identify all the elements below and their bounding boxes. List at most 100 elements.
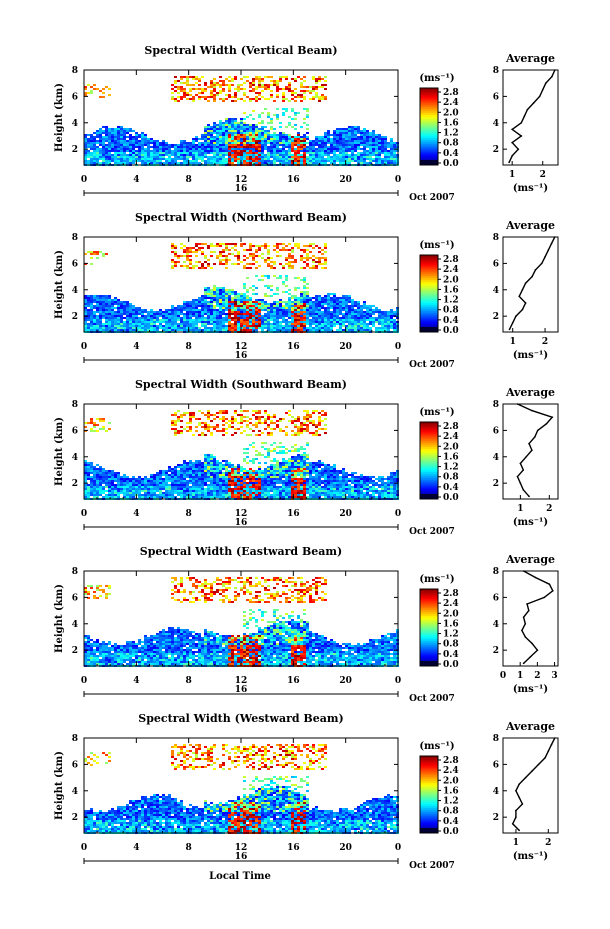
profile-x-label: (ms⁻¹): [513, 350, 548, 361]
colorbar-segment: [420, 155, 438, 158]
colorbar-segment: [420, 435, 438, 438]
colorbar-segment: [420, 759, 438, 763]
panel-row-3: Spectral Width (Southward Beam) 2 4 6 8 Heigh…: [54, 378, 559, 537]
heatmap-cells: [84, 577, 399, 667]
profile-point: [526, 108, 529, 111]
colorbar-segment: [420, 798, 438, 801]
heatmap-cells: [84, 744, 399, 834]
colorbar-segment: [420, 422, 438, 425]
colorbar-segment: [420, 823, 438, 826]
colorbar-segment: [420, 767, 438, 770]
profile-point: [520, 121, 523, 124]
colorbar-segment: [420, 111, 438, 114]
colorbar-segment: [420, 437, 438, 440]
colorbar-tick-label: 0.4: [443, 483, 459, 493]
y-tick-label: 2: [72, 479, 78, 489]
day-label: 16: [235, 852, 248, 862]
colorbar-tick-label: 2.0: [443, 442, 459, 452]
colorbar-tick-label: 2.8: [443, 422, 459, 432]
colorbar-segment: [420, 460, 438, 463]
colorbar-segment: [420, 487, 438, 490]
colorbar-segment: [420, 475, 438, 479]
colorbar-segment: [420, 425, 438, 429]
panels: Spectral Width (Vertical Beam) 2 4 6 8 Height…: [54, 44, 559, 871]
colorbar-segment: [420, 103, 438, 106]
colorbar-segment: [420, 619, 438, 623]
profile-point: [552, 589, 554, 592]
colorbar-segment: [420, 322, 438, 325]
colorbar-segment: [420, 761, 438, 765]
x-tick-label: 0: [395, 175, 401, 185]
colorbar-segment: [420, 295, 438, 298]
profile-point: [511, 141, 513, 144]
colorbar-tick-label: 2.0: [443, 108, 459, 118]
profile-point: [544, 255, 546, 258]
colorbar-segment: [420, 623, 438, 627]
colorbar-segment: [420, 483, 438, 487]
profile-point: [519, 462, 522, 465]
colorbar-segment: [420, 610, 438, 613]
profile-point: [532, 102, 535, 104]
profile-point: [521, 288, 524, 291]
colorbar-segment: [420, 592, 438, 596]
colorbar-segment: [420, 637, 438, 640]
y-tick-label: 2: [72, 646, 78, 656]
colorbar-segment: [420, 101, 438, 104]
panel-row-2: Spectral Width (Northward Beam) 2 4 6 8 Heigh…: [54, 211, 559, 370]
colorbar-segment: [420, 454, 438, 458]
profile-point: [518, 295, 520, 298]
profile-line: [508, 69, 556, 163]
profile-y-tick-label: 2: [493, 145, 499, 155]
profile-point: [553, 236, 556, 238]
colorbar-segment: [420, 464, 438, 467]
y-tick-label: 8: [72, 66, 78, 76]
colorbar-segment: [420, 462, 438, 465]
profile-frame: [502, 236, 559, 333]
colorbar-segment: [420, 800, 438, 803]
profile-point: [541, 262, 543, 265]
colorbar-segment: [420, 485, 438, 488]
colorbar-tick-label: 2.8: [443, 88, 459, 98]
profile-point: [531, 275, 533, 278]
colorbar-segment: [420, 151, 438, 154]
profile-point: [534, 269, 537, 271]
colorbar-segment: [420, 804, 438, 807]
colorbar-label: (ms⁻¹): [419, 574, 454, 585]
profile-point: [548, 583, 551, 585]
colorbar-segment: [420, 264, 438, 268]
x-tick-label: 16: [287, 509, 300, 519]
x-tick-label: 16: [287, 175, 300, 185]
colorbar-segment: [420, 450, 438, 454]
colorbar-segment: [420, 310, 438, 314]
colorbar-segment: [420, 281, 438, 285]
profile-point: [544, 756, 546, 759]
x-tick-label: 8: [186, 175, 192, 185]
colorbar-segment: [420, 788, 438, 792]
colorbar-segment: [420, 615, 438, 619]
colorbar-tick-label: 2.8: [443, 756, 459, 766]
profile-title: Average: [505, 52, 555, 65]
profile-point: [511, 822, 514, 825]
colorbar-segment: [420, 429, 438, 433]
colorbar-segment: [420, 452, 438, 456]
x-tick-label: 8: [186, 342, 192, 352]
colorbar-segment: [420, 268, 438, 271]
colorbar-tick-label: 1.2: [443, 797, 459, 807]
profile-point: [522, 469, 525, 471]
profile-point: [516, 475, 519, 478]
colorbar-tick-label: 1.2: [443, 296, 459, 306]
colorbar-segment: [420, 126, 438, 129]
colorbar-segment: [420, 291, 438, 294]
colorbar-segment: [420, 278, 438, 281]
profile-x-label: (ms⁻¹): [513, 851, 548, 862]
y-tick-label: 8: [72, 734, 78, 744]
profile-x-tick-label: 1: [510, 337, 516, 347]
x-tick-label: 20: [339, 342, 352, 352]
colorbar-segment: [420, 99, 438, 102]
x-tick-label: 0: [395, 342, 401, 352]
profile-title: Average: [505, 386, 555, 399]
profile-point: [524, 622, 527, 625]
colorbar-segment: [420, 270, 438, 273]
date-label: Oct 2007: [409, 694, 455, 704]
y-tick-label: 4: [72, 620, 78, 630]
